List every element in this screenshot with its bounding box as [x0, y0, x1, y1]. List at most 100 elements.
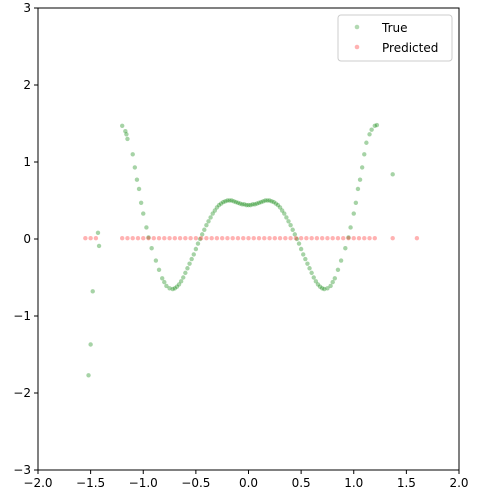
legend-box: [337, 14, 453, 62]
point-true: [178, 279, 184, 284]
point-true: [146, 235, 151, 240]
point-true: [335, 267, 341, 272]
point-true: [242, 202, 247, 207]
point-predicted: [130, 236, 135, 241]
legend-marker-predicted: [354, 44, 360, 50]
point-true: [330, 279, 335, 285]
point-predicted: [125, 236, 130, 241]
x-tick-label: 0.0: [239, 476, 258, 490]
point-true: [271, 199, 276, 205]
point-true: [362, 152, 367, 157]
point-predicted: [304, 236, 309, 241]
point-true: [292, 232, 298, 237]
point-true: [374, 122, 380, 128]
point-true: [269, 199, 274, 204]
point-predicted: [135, 236, 141, 241]
point-true: [124, 132, 129, 137]
point-true: [328, 283, 333, 289]
point-true: [303, 256, 308, 262]
point-true: [263, 198, 268, 203]
point-true: [181, 275, 186, 280]
point-true: [214, 205, 220, 210]
point-predicted: [241, 236, 246, 241]
y-tick-label: 2: [23, 78, 31, 92]
point-true: [364, 140, 369, 145]
point-predicted: [262, 236, 267, 241]
point-predicted: [204, 236, 209, 241]
point-predicted: [309, 236, 314, 241]
point-true: [132, 165, 138, 170]
point-true: [296, 241, 302, 246]
point-true: [246, 202, 251, 208]
point-true: [275, 202, 281, 208]
point-true: [353, 200, 359, 206]
point-predicted: [183, 236, 188, 241]
x-tick-label: −1.5: [76, 476, 105, 490]
x-tick-label: −1.0: [129, 476, 158, 490]
point-true: [130, 152, 135, 157]
point-true: [176, 282, 182, 287]
point-true: [252, 202, 258, 207]
x-tick-label: −0.5: [181, 476, 210, 490]
point-true: [199, 232, 205, 237]
point-true: [267, 198, 272, 203]
point-true: [305, 261, 310, 266]
point-true: [96, 243, 102, 249]
point-true: [359, 165, 365, 170]
legend-label-predicted: Predicted: [382, 41, 438, 55]
point-predicted: [390, 236, 395, 241]
point-true: [197, 236, 203, 242]
point-true: [286, 219, 291, 224]
point-predicted: [283, 236, 288, 241]
point-predicted: [209, 236, 214, 241]
point-true: [136, 186, 142, 192]
point-true: [309, 270, 314, 276]
point-predicted: [335, 236, 341, 241]
point-true: [156, 267, 162, 272]
point-true: [277, 205, 283, 210]
point-predicted: [151, 236, 156, 241]
point-predicted: [272, 236, 278, 241]
point-predicted: [362, 236, 367, 241]
x-tick-label: 0.5: [292, 476, 311, 490]
point-true: [153, 258, 159, 263]
point-true: [229, 198, 234, 203]
point-true: [290, 227, 295, 232]
point-predicted: [293, 236, 299, 241]
point-true: [367, 132, 372, 137]
point-predicted: [277, 236, 283, 241]
point-predicted: [193, 236, 199, 241]
point-predicted: [298, 236, 304, 241]
point-true: [183, 270, 188, 276]
point-predicted: [156, 236, 162, 241]
point-true: [338, 258, 344, 263]
point-predicted: [172, 236, 178, 241]
point-true: [189, 256, 194, 262]
point-true: [322, 286, 327, 292]
point-predicted: [120, 236, 125, 241]
point-predicted: [225, 236, 230, 241]
point-true: [191, 252, 196, 257]
point-true: [348, 225, 353, 230]
point-true: [212, 208, 218, 213]
point-true: [239, 202, 245, 207]
legend-marker-true: [354, 24, 360, 30]
x-tick-label: −2.0: [23, 476, 52, 490]
point-true: [123, 129, 128, 134]
point-true: [206, 219, 211, 224]
x-tick-label: 1.0: [344, 476, 363, 490]
point-true: [208, 215, 213, 220]
point-predicted: [88, 236, 93, 241]
x-tick-label: 2.0: [449, 476, 468, 490]
point-true: [298, 246, 304, 252]
x-axis: −2.0 −1.5 −1.0 −0.5 0.0 0.5 1.0 1.5 2.0: [23, 470, 469, 490]
point-true: [144, 225, 149, 230]
point-predicted: [230, 236, 235, 241]
y-tick-label: 3: [23, 1, 31, 15]
point-true: [187, 261, 192, 266]
point-true: [160, 276, 165, 281]
point-true: [227, 198, 232, 203]
point-true: [170, 286, 175, 292]
